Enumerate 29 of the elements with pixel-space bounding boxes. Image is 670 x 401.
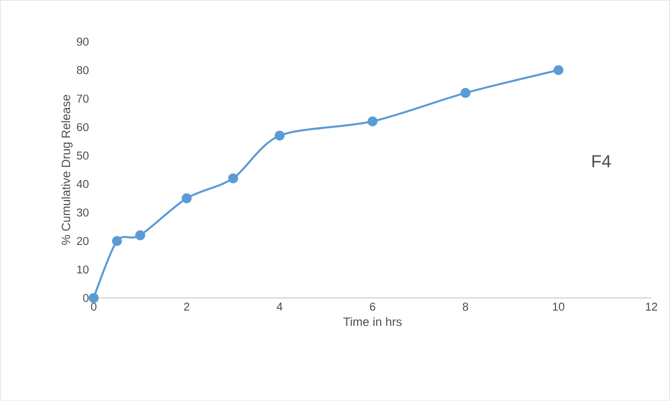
y-tick-label: 50 <box>76 152 89 160</box>
point <box>553 65 564 76</box>
y-tick-label: 30 <box>76 208 89 217</box>
y-tick-label: 60 <box>76 123 89 132</box>
x-tick-label: 4 <box>276 302 282 311</box>
y-tick-label: 90 <box>76 38 89 46</box>
x-tick-label: 12 <box>646 302 658 311</box>
x-axis-title: Time in hrs <box>343 317 402 326</box>
point <box>88 293 99 304</box>
x-tick-label: 2 <box>184 302 190 311</box>
x-tick-label: 10 <box>552 302 564 311</box>
x-tick-label: 0 <box>91 302 96 311</box>
point <box>112 236 122 246</box>
x-tick-label: 6 <box>370 302 376 311</box>
point <box>135 230 146 240</box>
y-tick-label: 10 <box>77 266 89 274</box>
y-tick-label: 0 <box>83 294 89 302</box>
point <box>368 116 378 127</box>
x-tick-label: 8 <box>462 302 468 311</box>
point <box>182 193 192 204</box>
y-tick-label: 20 <box>76 237 89 246</box>
point <box>460 88 470 98</box>
point <box>274 130 285 141</box>
y-tick-label: 70 <box>76 94 89 103</box>
y-tick-label: 80 <box>76 66 89 74</box>
point <box>228 173 238 184</box>
y-tick-label: 40 <box>76 180 89 188</box>
text: F4 <box>592 155 611 168</box>
y-axis-title: % Cumulative Drug Release <box>61 95 73 245</box>
